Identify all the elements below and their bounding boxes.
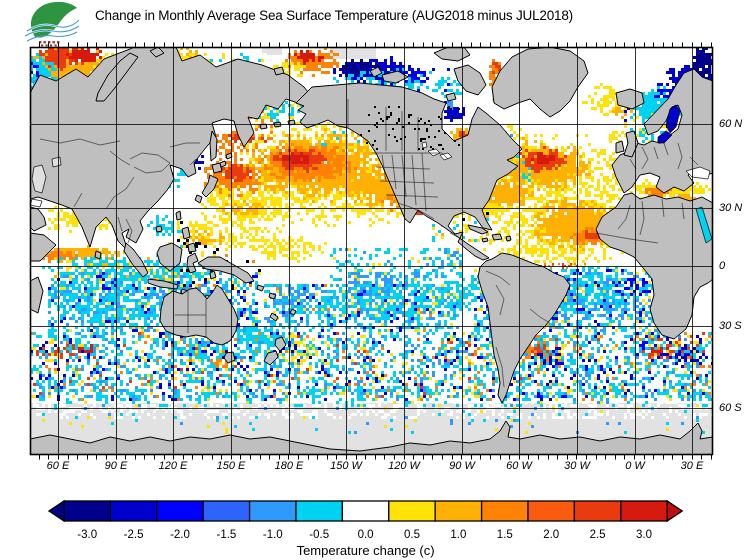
leaf-icon <box>30 1 77 38</box>
colorbar-tick-label: -3.0 <box>77 529 97 541</box>
colorbar-cell <box>63 500 112 522</box>
x-axis-label: 30 E <box>680 460 704 472</box>
colorbar-caption: Temperature change (c) <box>297 543 435 558</box>
colorbar-tick-label: -2.0 <box>170 529 190 541</box>
colorbar-tick-label: 0.0 <box>358 529 374 541</box>
colorbar-cell <box>341 500 390 522</box>
x-axis-label: 90 E <box>104 460 128 472</box>
colorbar-arrow-right <box>666 499 684 523</box>
y-axis-label: 60 S <box>719 402 742 414</box>
colorbar-tick-label: 2.0 <box>543 529 559 541</box>
x-axis-label: 60 E <box>46 460 70 472</box>
colorbar-arrow-left <box>47 499 65 523</box>
colorbar-cell <box>295 500 344 522</box>
colorbar-cell <box>109 500 158 522</box>
x-axis-label: 150 E <box>216 460 246 472</box>
page-title: Change in Monthly Average Sea Surface Te… <box>95 8 573 23</box>
y-axis-label: 0 <box>719 260 726 272</box>
colorbar-cell <box>434 500 483 522</box>
colorbar-cell <box>202 500 251 522</box>
x-axis-label: 180 E <box>274 460 304 472</box>
y-axis-label: 60 N <box>719 118 743 130</box>
y-axis-label: 30 S <box>719 320 742 332</box>
colorbar-cell <box>388 500 436 522</box>
colorbar-cell <box>480 500 529 522</box>
x-axis-label: 90 W <box>449 460 475 472</box>
colorbar-tick-label: -2.5 <box>124 529 144 541</box>
x-axis-label: 120 E <box>158 460 188 472</box>
y-axis-label: 30 N <box>719 202 743 214</box>
colorbar-tick-label: 3.0 <box>636 529 652 541</box>
x-axis-label: 120 W <box>388 460 420 472</box>
colorbar-tick-label: 1.5 <box>497 529 513 541</box>
agency-leaf-logo <box>25 1 80 47</box>
colorbar-tick-label: -0.5 <box>309 529 329 541</box>
colorbar-cell <box>573 500 622 522</box>
colorbar-cell <box>527 500 576 522</box>
x-axis-label: 150 W <box>330 460 362 472</box>
colorbar-tick-label: 2.5 <box>590 529 606 541</box>
colorbar-tick-label: 1.0 <box>450 529 466 541</box>
colorbar-cell <box>156 500 204 522</box>
colorbar-cell <box>620 500 668 522</box>
colorbar-tick-label: -1.0 <box>263 529 283 541</box>
x-axis-label: 0 W <box>625 460 645 472</box>
colorbar-cell <box>248 500 297 522</box>
colorbar-tick-label: -1.5 <box>216 529 236 541</box>
sst-map-canvas <box>24 41 719 461</box>
x-axis-label: 30 W <box>564 460 590 472</box>
temperature-colorbar: -3.0 -2.5 -2.0 -1.5 -1.0 -0.5 0.0 0.5 1.0 1.5 2.0 2… <box>47 499 684 558</box>
colorbar-tick-label: 0.5 <box>404 529 420 541</box>
x-axis-label: 60 W <box>506 460 532 472</box>
